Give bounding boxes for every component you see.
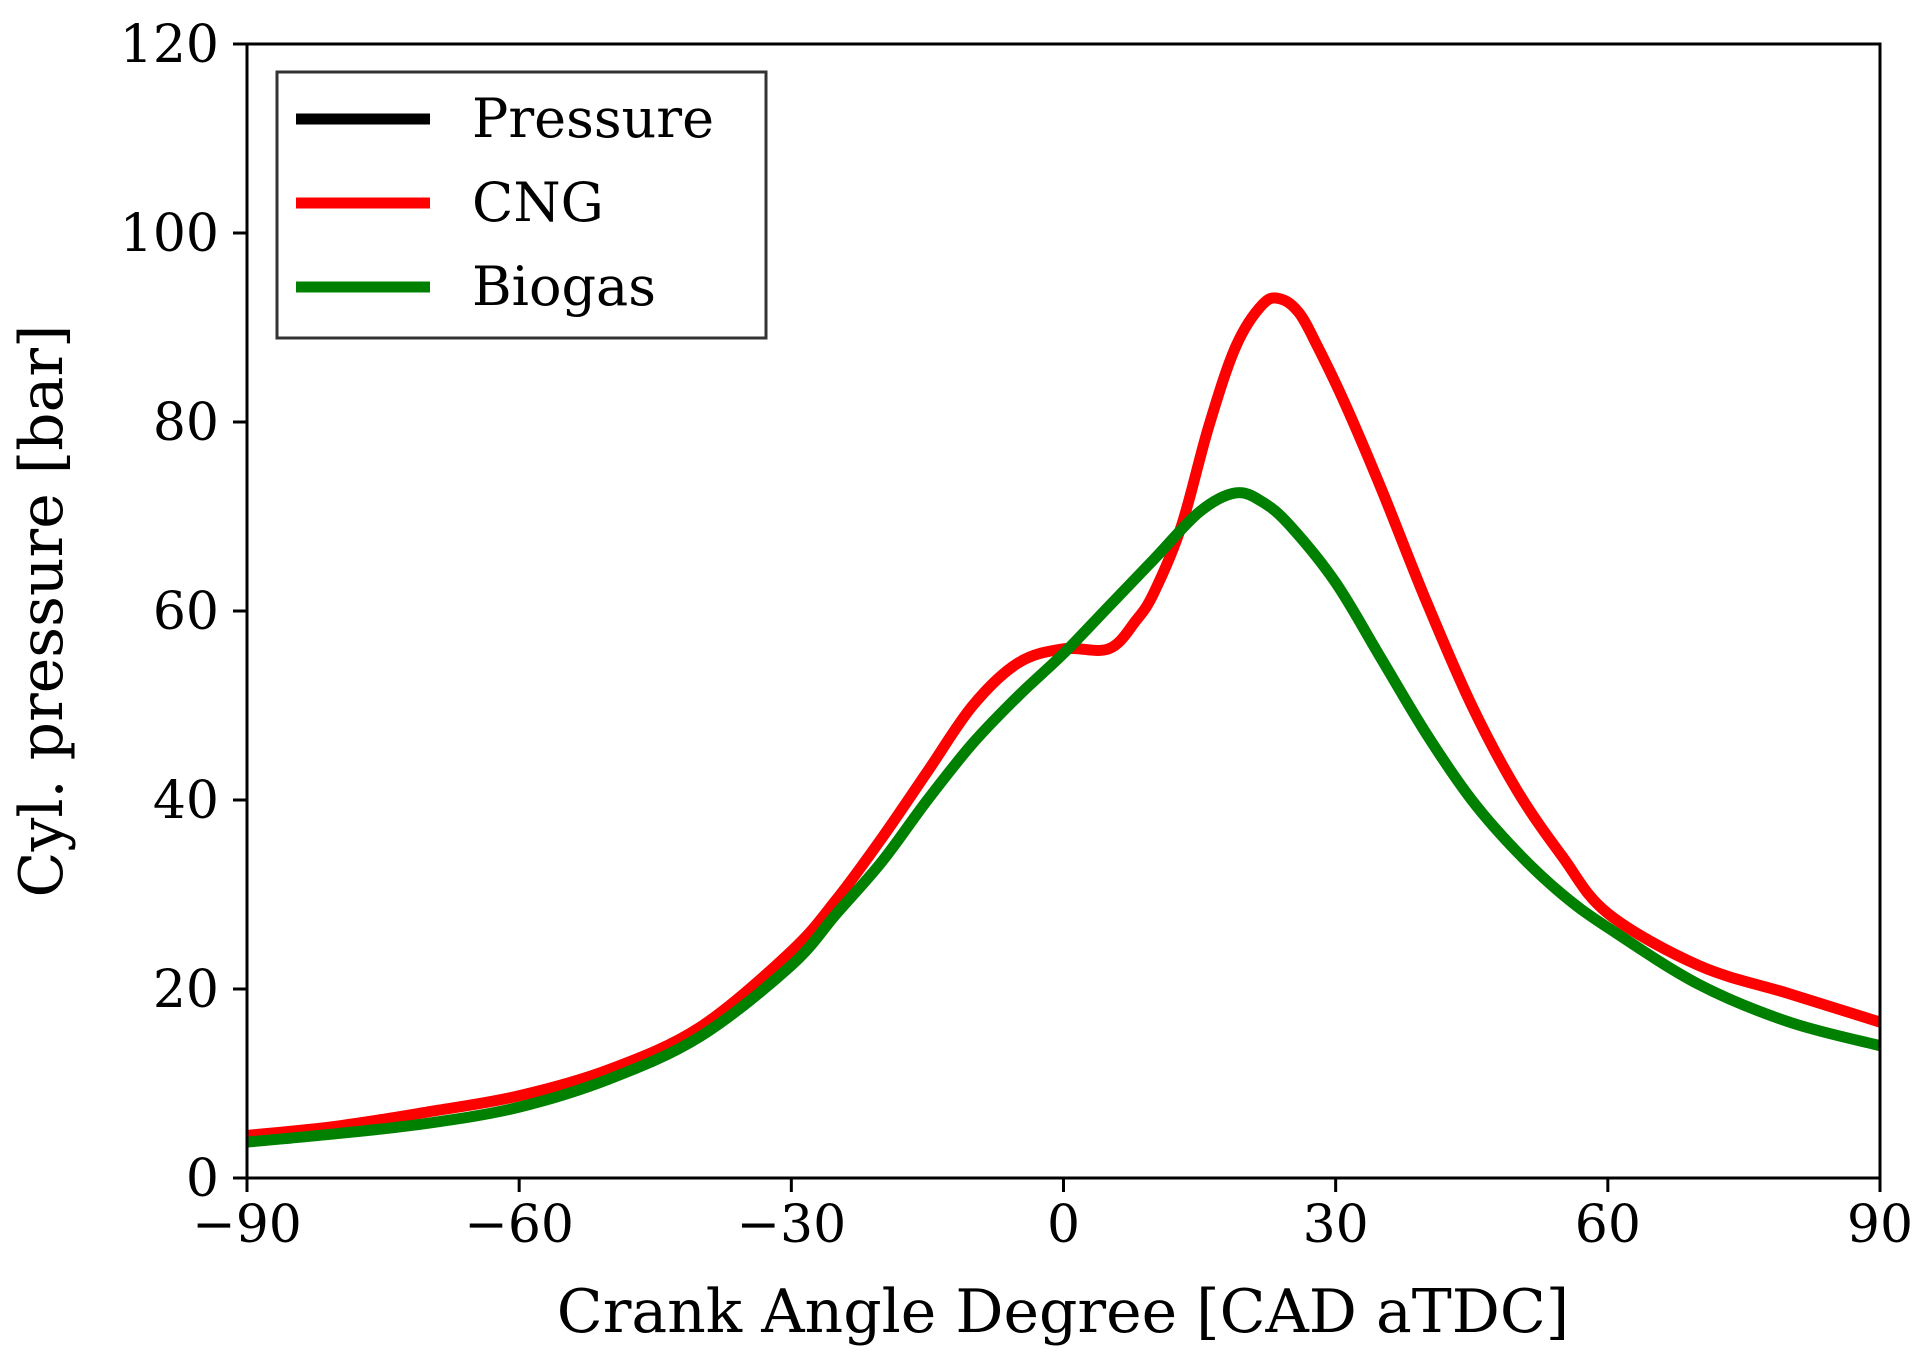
legend-label-cng: CNG (472, 171, 604, 234)
x-axis-label: Crank Angle Degree [CAD aTDC] (557, 1277, 1569, 1347)
y-tick-label: 40 (153, 771, 219, 831)
y-tick-label: 80 (153, 393, 219, 453)
y-tick-label: 60 (153, 582, 219, 642)
y-tick-label: 120 (120, 15, 219, 75)
series-layer (246, 292, 1882, 1148)
y-axis-ticks: 0 20 40 60 80 100 120 (120, 15, 247, 1209)
x-tick-label: −60 (464, 1195, 574, 1255)
legend-entries: Pressure CNG Biogas (296, 87, 714, 318)
series-line-biogas (246, 487, 1882, 1148)
x-tick-label: 90 (1847, 1195, 1913, 1255)
x-tick-label: 30 (1303, 1195, 1369, 1255)
y-tick-label: 100 (120, 204, 219, 264)
legend-label-pressure: Pressure (472, 87, 714, 150)
x-tick-label: 0 (1047, 1195, 1080, 1255)
y-tick-label: 0 (186, 1149, 219, 1209)
y-tick-label: 20 (153, 960, 219, 1020)
legend: Pressure CNG Biogas (275, 70, 768, 340)
x-tick-label: −90 (192, 1195, 302, 1255)
x-tick-label: −30 (736, 1195, 846, 1255)
y-axis-label: Cyl. pressure [bar] (7, 325, 77, 898)
legend-label-biogas: Biogas (472, 255, 656, 318)
x-axis-ticks: −90 −60 −30 0 30 60 90 (192, 1178, 1913, 1255)
x-tick-label: 60 (1575, 1195, 1641, 1255)
series-line-cng (246, 292, 1882, 1141)
